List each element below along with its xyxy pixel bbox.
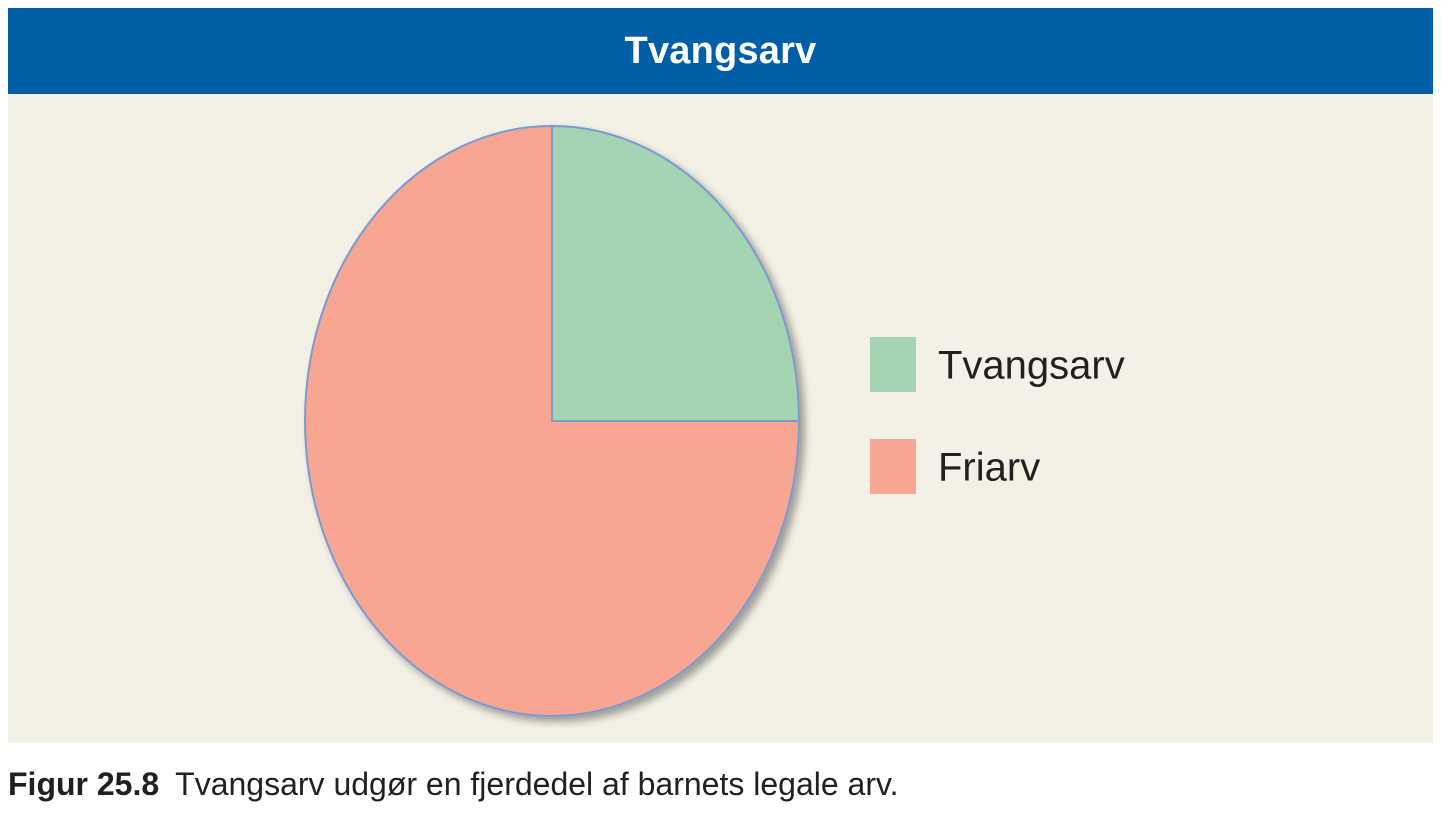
legend: Tvangsarv Friarv: [870, 337, 1125, 494]
caption-text: Tvangsarv udgør en fjerdedel af barnets …: [175, 766, 899, 802]
pie-slices: [304, 125, 800, 717]
pie-slice-friarv: [304, 125, 800, 717]
caption-label: Figur 25.8: [8, 766, 160, 802]
chart-title: Tvangsarv: [624, 29, 817, 72]
legend-label-tvangsarv: Tvangsarv: [938, 344, 1125, 388]
figure-panel: Tvangsarv Friarv Tvangsarv: [8, 8, 1433, 743]
header-bar: Tvangsarv: [8, 8, 1433, 94]
legend-swatch-friarv: [870, 439, 916, 494]
legend-label-friarv: Friarv: [938, 446, 1040, 490]
figure-caption: Figur 25.8 Tvangsarv udgør en fjerdedel a…: [8, 766, 899, 803]
legend-swatch-tvangsarv: [870, 337, 916, 392]
pie-slice-tvangsarv: [551, 125, 800, 422]
pie-chart: Tvangsarv Friarv: [304, 125, 1125, 717]
